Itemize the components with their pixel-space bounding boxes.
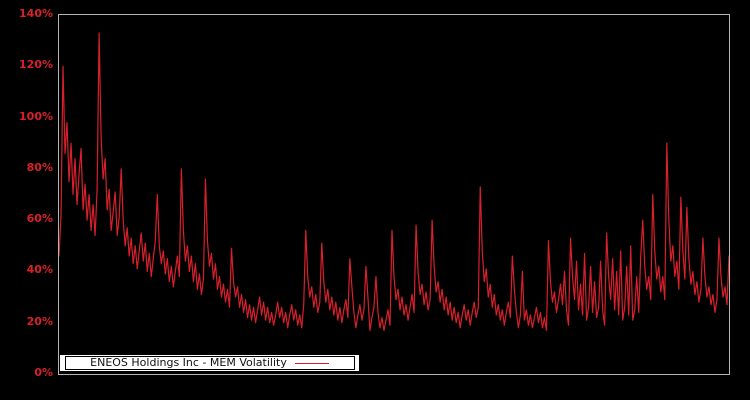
- y-axis: 140% 120% 100% 80% 60% 40% 20% 0%: [0, 0, 54, 400]
- y-tick-label: 100%: [19, 109, 53, 123]
- legend-frame: ENEOS Holdings Inc - MEM Volatility: [64, 356, 355, 370]
- y-tick-label: 20%: [26, 314, 53, 328]
- volatility-line: [59, 32, 729, 332]
- volatility-line-svg: [59, 32, 729, 332]
- legend-label: ENEOS Holdings Inc - MEM Volatility: [90, 356, 287, 369]
- y-tick-label: 60%: [26, 212, 53, 226]
- y-tick-label: 0%: [34, 366, 53, 379]
- y-tick-label: 40%: [26, 263, 53, 277]
- legend-line-sample-icon: [294, 363, 329, 364]
- plot-area: [58, 14, 730, 375]
- y-tick-label: 120%: [19, 58, 53, 72]
- legend: ENEOS Holdings Inc - MEM Volatility: [60, 355, 359, 371]
- y-tick-label: 140%: [19, 7, 53, 20]
- y-tick-label: 80%: [26, 160, 53, 174]
